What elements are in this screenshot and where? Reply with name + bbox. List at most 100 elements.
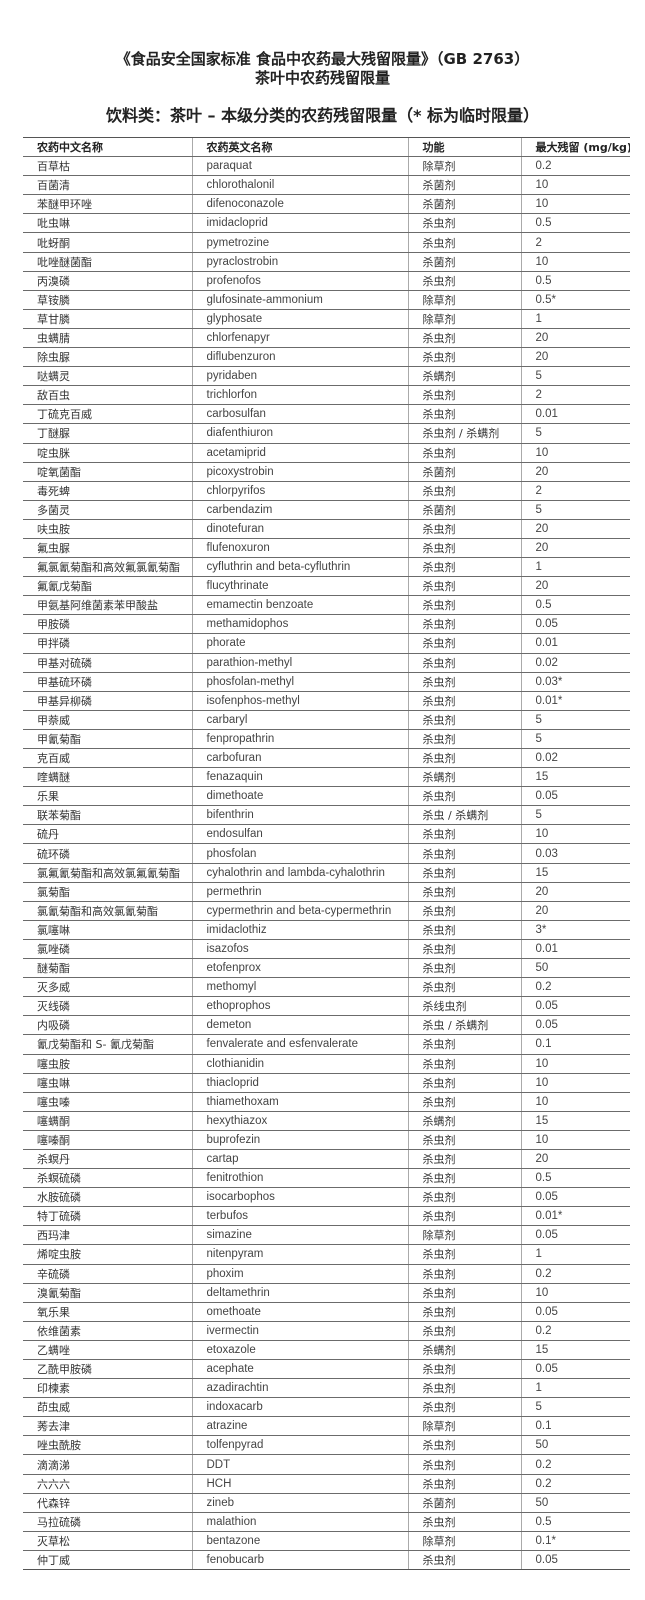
table-row: 氟氯氰菊酯和高效氟氯氰菊酯 cyfluthrin and beta-cyfluth…: [23, 557, 630, 578]
cell-english-name: indoxacarb: [191, 1397, 408, 1418]
cell-english-name: fenitrothion: [191, 1168, 408, 1189]
cell-function: 杀虫剂: [407, 537, 521, 559]
cell-max-residue: 15: [520, 767, 630, 788]
cell-english-name: thiamethoxam: [191, 1091, 408, 1112]
cell-max-residue: 10: [520, 824, 630, 845]
cell-max-residue: 0.01*: [520, 1206, 630, 1227]
cell-max-residue: 10: [520, 1091, 630, 1112]
cell-max-residue: 0.02: [520, 747, 630, 769]
table-row: 草甘膦 glyphosate 除草剂 1: [23, 308, 630, 329]
cell-max-residue: 2: [520, 385, 630, 406]
cell-max-residue: 0.05: [520, 1301, 630, 1322]
cell-function: 杀菌剂: [407, 251, 521, 272]
cell-chinese-name: 灭草松: [23, 1530, 192, 1551]
cell-english-name: difenoconazole: [191, 194, 408, 215]
cell-english-name: fenobucarb: [191, 1549, 408, 1571]
cell-max-residue: 0.2: [520, 1473, 630, 1494]
cell-max-residue: 0.5*: [520, 289, 630, 310]
cell-english-name: carbaryl: [191, 709, 408, 730]
table-row: 灭线磷 ethoprophos 杀线虫剂 0.05: [23, 996, 630, 1017]
cell-chinese-name: 草甘膦: [23, 308, 192, 329]
cell-chinese-name: 联苯菊酯: [23, 805, 192, 826]
cell-function: 杀虫剂: [407, 1072, 521, 1093]
cell-chinese-name: 西玛津: [23, 1225, 192, 1246]
cell-chinese-name: 哒螨灵: [23, 366, 192, 387]
cell-english-name: pyraclostrobin: [191, 251, 408, 272]
cell-max-residue: 0.5: [520, 270, 630, 291]
table-row: 滴滴涕 DDT 杀虫剂 0.2: [23, 1454, 630, 1475]
cell-english-name: endosulfan: [191, 824, 408, 845]
cell-function: 杀菌剂: [407, 175, 521, 196]
cell-function: 杀虫剂: [407, 232, 521, 253]
cell-chinese-name: 苯醚甲环唑: [23, 194, 192, 215]
cell-english-name: permethrin: [191, 881, 408, 902]
cell-function: 杀虫剂: [407, 480, 521, 501]
cell-max-residue: 10: [520, 442, 630, 463]
cell-english-name: bifenthrin: [191, 805, 408, 826]
cell-chinese-name: 吡虫啉: [23, 213, 192, 234]
cell-english-name: nitenpyram: [191, 1244, 408, 1265]
cell-max-residue: 0.1: [520, 1416, 630, 1437]
cell-chinese-name: 百菌清: [23, 175, 192, 196]
cell-function: 除草剂: [407, 308, 521, 329]
cell-chinese-name: 溴氰菊酯: [23, 1282, 192, 1303]
cell-max-residue: 15: [520, 1110, 630, 1131]
cell-chinese-name: 印楝素: [23, 1378, 192, 1399]
cell-chinese-name: 吡唑醚菌酯: [23, 251, 192, 272]
table-row: 百草枯 paraquat 除草剂 0.2: [23, 156, 630, 177]
cell-english-name: chlorpyrifos: [191, 480, 408, 501]
cell-english-name: phorate: [191, 633, 408, 654]
cell-english-name: omethoate: [191, 1301, 408, 1322]
header-english-name: 农药英文名称: [191, 136, 408, 158]
table-row: 唑虫酰胺 tolfenpyrad 杀虫剂 50: [23, 1435, 630, 1456]
cell-max-residue: 0.5: [520, 1511, 630, 1532]
cell-function: 杀虫剂: [407, 977, 521, 998]
cell-max-residue: 5: [520, 1397, 630, 1418]
cell-function: 杀菌剂: [407, 461, 521, 482]
cell-chinese-name: 氯菊酯: [23, 881, 192, 902]
table-row: 百菌清 chlorothalonil 杀菌剂 10: [23, 175, 630, 196]
cell-chinese-name: 啶氧菌酯: [23, 461, 192, 482]
table-row: 喹螨醚 fenazaquin 杀螨剂 15: [23, 767, 630, 788]
table-row: 六六六 HCH 杀虫剂 0.2: [23, 1473, 630, 1494]
cell-chinese-name: 克百威: [23, 747, 192, 769]
cell-function: 杀虫剂: [407, 1511, 521, 1532]
table-row: 噻虫嗪 thiamethoxam 杀虫剂 10: [23, 1091, 630, 1112]
cell-english-name: ivermectin: [191, 1320, 408, 1341]
cell-chinese-name: 醚菊酯: [23, 958, 192, 979]
cell-english-name: cyhalothrin and lambda-cyhalothrin: [191, 862, 408, 883]
cell-max-residue: 10: [520, 194, 630, 215]
cell-function: 杀虫剂: [407, 881, 521, 902]
cell-chinese-name: 甲萘威: [23, 709, 192, 730]
cell-max-residue: 5: [520, 366, 630, 387]
cell-max-residue: 0.5: [520, 1168, 630, 1189]
table-row: 多菌灵 carbendazim 杀菌剂 5: [23, 499, 630, 520]
cell-english-name: buprofezin: [191, 1129, 408, 1150]
cell-max-residue: 2: [520, 232, 630, 253]
cell-chinese-name: 内吸磷: [23, 1015, 192, 1036]
cell-max-residue: 20: [520, 881, 630, 902]
table-row: 氰戊菊酯和 S- 氰戊菊酯 fenvalerate and esfenvalera…: [23, 1034, 630, 1055]
cell-english-name: profenofos: [191, 270, 408, 291]
cell-english-name: dimethoate: [191, 786, 408, 807]
cell-english-name: cypermethrin and beta-cypermethrin: [191, 900, 408, 921]
cell-function: 杀虫剂: [407, 557, 521, 578]
table-row: 甲氨基阿维菌素苯甲酸盐 emamectin benzoate 杀虫剂 0.5: [23, 595, 630, 616]
cell-max-residue: 0.05: [520, 1358, 630, 1380]
cell-english-name: phoxim: [191, 1263, 408, 1284]
cell-english-name: DDT: [191, 1454, 408, 1475]
cell-chinese-name: 甲胺磷: [23, 614, 192, 635]
table-row: 氧乐果 omethoate 杀虫剂 0.05: [23, 1301, 630, 1322]
cell-english-name: fenazaquin: [191, 767, 408, 788]
cell-chinese-name: 噻虫胺: [23, 1053, 192, 1074]
cell-chinese-name: 啶虫脒: [23, 442, 192, 463]
cell-function: 杀虫剂 / 杀螨剂: [407, 423, 521, 444]
table-row: 硫环磷 phosfolan 杀虫剂 0.03: [23, 843, 630, 864]
cell-max-residue: 5: [520, 728, 630, 750]
table-row: 辛硫磷 phoxim 杀虫剂 0.2: [23, 1263, 630, 1284]
table-row: 杀螟丹 cartap 杀虫剂 20: [23, 1148, 630, 1170]
cell-chinese-name: 唑虫酰胺: [23, 1435, 192, 1456]
cell-max-residue: 10: [520, 1072, 630, 1093]
cell-max-residue: 3*: [520, 919, 630, 940]
table-row: 甲胺磷 methamidophos 杀虫剂 0.05: [23, 614, 630, 635]
